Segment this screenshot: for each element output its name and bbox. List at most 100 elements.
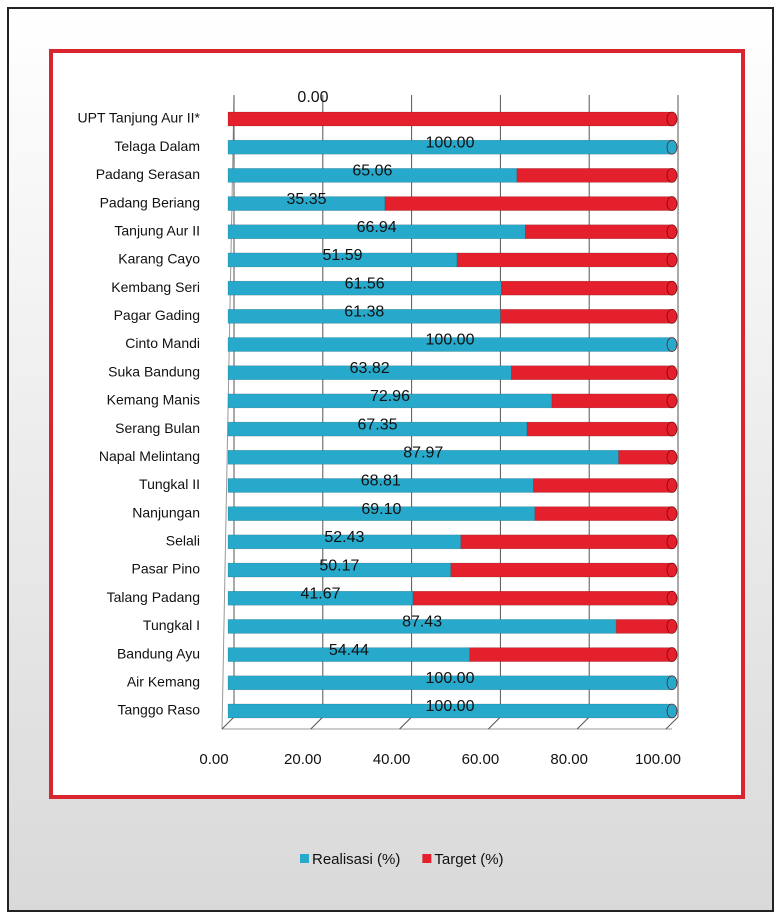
data-label: 100.00: [426, 698, 475, 715]
legend-label: Realisasi (%): [312, 851, 400, 868]
bar-cap: [666, 337, 678, 352]
bar: [227, 506, 536, 521]
bar-cap: [666, 252, 678, 268]
y-tick-label: Padang Beriang: [100, 194, 200, 210]
bar-cap: [666, 590, 678, 606]
bar-cap: [666, 534, 678, 550]
bar: [469, 647, 673, 662]
data-label: 50.17: [319, 557, 359, 574]
y-tick-label: Kemang Manis: [107, 392, 200, 408]
y-tick-label: Napal Melintang: [99, 448, 200, 464]
bar: [460, 534, 673, 550]
y-tick-label: Kembang Seri: [111, 279, 200, 295]
bar: [412, 590, 673, 606]
bar: [384, 196, 673, 211]
bar-cap: [666, 196, 678, 211]
bar: [456, 252, 673, 268]
data-label: 68.81: [361, 473, 401, 490]
bar-cap: [666, 619, 678, 634]
legend-swatch: [300, 854, 309, 863]
bar: [511, 365, 673, 380]
bar: [534, 506, 673, 521]
bar-cap: [666, 562, 678, 578]
data-label: 52.43: [324, 529, 364, 546]
bar-cap: [666, 421, 678, 437]
data-label: 72.96: [370, 388, 410, 405]
data-label: 54.44: [329, 642, 369, 659]
bar-cap: [666, 647, 678, 662]
y-tick-label: Selali: [166, 533, 200, 549]
bar: [227, 478, 534, 493]
bar-cap: [666, 449, 678, 465]
grid-line: [310, 716, 324, 730]
bar-cap: [666, 224, 678, 240]
legend-label: Target (%): [434, 851, 503, 868]
y-tick-label: Tanjung Aur II: [114, 222, 200, 238]
data-label: 100.00: [426, 134, 475, 151]
bar: [450, 562, 673, 578]
bar-cap: [666, 675, 678, 691]
data-label: 100.00: [426, 670, 475, 687]
data-label: 35.35: [286, 191, 326, 208]
legend-swatch: [422, 854, 432, 863]
x-tick-label: 80.00: [550, 751, 588, 768]
grid-line: [399, 716, 412, 730]
y-tick-label: Talang Padang: [107, 589, 200, 605]
data-label: 41.67: [300, 585, 340, 602]
y-tick-label: Padang Serasan: [96, 166, 200, 182]
data-label: 65.06: [352, 163, 392, 180]
x-tick-label: 100.00: [635, 751, 681, 768]
y-tick-label: Tungkal II: [139, 476, 200, 492]
bar-cap: [666, 393, 678, 409]
data-label: 63.82: [350, 360, 390, 377]
bar-cap: [666, 703, 678, 719]
y-tick-label: Air Kemang: [127, 674, 200, 690]
bar: [524, 224, 673, 240]
y-tick-label: Karang Cayo: [118, 251, 200, 267]
data-label: 100.00: [426, 332, 475, 349]
x-tick-label: 60.00: [462, 751, 500, 768]
data-label: 69.10: [361, 501, 401, 518]
grid-line: [576, 716, 590, 730]
y-tick-label: Pagar Gading: [114, 307, 200, 323]
data-label: 51.59: [323, 247, 363, 264]
data-label: 87.43: [402, 614, 442, 631]
bar: [618, 450, 673, 465]
y-tick-label: Bandung Ayu: [117, 645, 200, 661]
bar: [227, 196, 386, 211]
x-tick-label: 0.00: [199, 751, 228, 768]
bar: [526, 421, 673, 437]
data-label: 61.56: [345, 275, 385, 292]
bar-cap: [666, 365, 678, 381]
y-tick-label: Cinto Mandi: [125, 335, 200, 351]
bar-cap: [666, 309, 678, 324]
x-tick-label: 40.00: [373, 751, 411, 768]
bar: [500, 309, 673, 324]
y-tick-label: Serang Bulan: [115, 420, 200, 436]
y-tick-label: UPT Tanjung Aur II*: [78, 110, 201, 126]
bar: [227, 534, 462, 550]
bar-cap: [666, 111, 678, 127]
y-tick-label: Tungkal I: [143, 617, 200, 633]
bar: [227, 111, 673, 127]
y-tick-label: Suka Bandung: [108, 363, 200, 379]
bar: [533, 478, 673, 493]
data-label: 0.00: [297, 89, 328, 106]
y-tick-label: Nanjungan: [132, 504, 200, 520]
grid-line: [665, 716, 679, 730]
x-tick-label: 20.00: [284, 751, 322, 768]
bar: [516, 168, 673, 183]
bar-cap: [666, 506, 678, 521]
y-tick-label: Telaga Dalam: [114, 138, 200, 154]
bar-cap: [666, 478, 678, 493]
data-label: 61.38: [344, 304, 384, 321]
bar-cap: [666, 168, 678, 183]
grid-line: [221, 716, 235, 730]
bar: [615, 619, 673, 634]
grid-line: [488, 716, 501, 730]
bar: [551, 393, 673, 409]
bar: [501, 280, 673, 296]
data-label: 66.94: [357, 219, 397, 236]
data-label: 87.97: [403, 444, 443, 461]
